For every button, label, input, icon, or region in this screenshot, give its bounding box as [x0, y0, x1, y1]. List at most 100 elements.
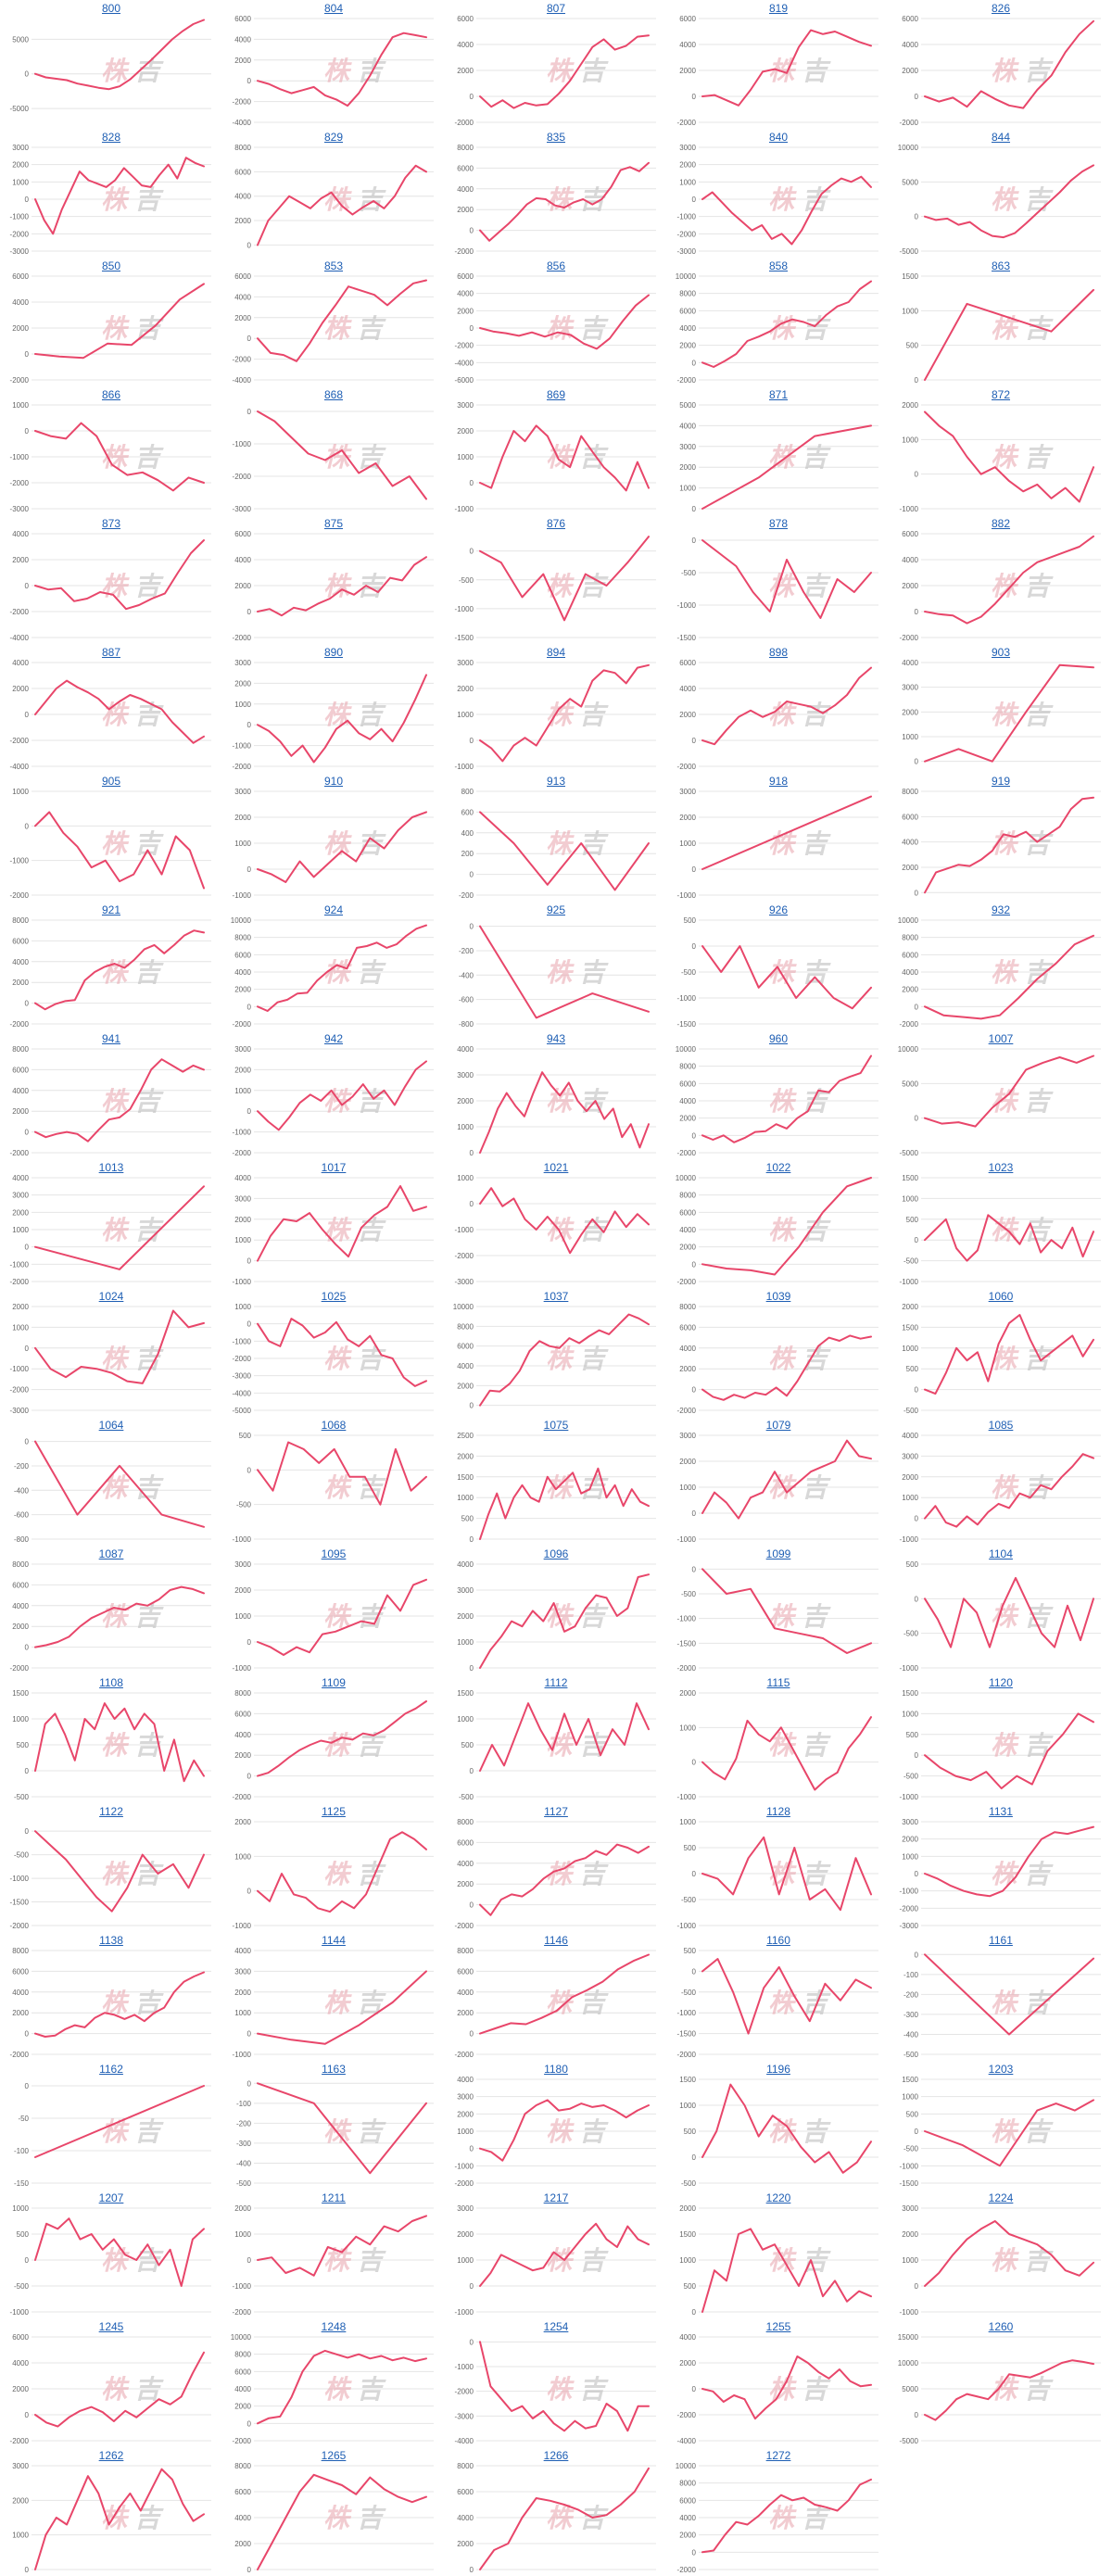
chart-title-link[interactable]: 1120 [989, 1676, 1013, 1689]
chart-title-link[interactable]: 863 [991, 259, 1011, 272]
chart-title-link[interactable]: 1180 [544, 2063, 568, 2076]
chart-title-link[interactable]: 960 [768, 1032, 789, 1045]
chart-title-link[interactable]: 1163 [322, 2063, 346, 2076]
chart-title-link[interactable]: 876 [546, 517, 566, 530]
chart-title-link[interactable]: 926 [768, 903, 789, 916]
chart-title-link[interactable]: 1128 [766, 1805, 790, 1818]
chart-title-link[interactable]: 1017 [321, 1161, 347, 1174]
chart-title-link[interactable]: 1079 [765, 1419, 791, 1432]
chart-title-link[interactable]: 898 [768, 646, 789, 659]
chart-title-link[interactable]: 828 [101, 131, 121, 144]
chart-title-link[interactable]: 875 [323, 517, 344, 530]
chart-title-link[interactable]: 894 [546, 646, 566, 659]
chart-title-link[interactable]: 1023 [988, 1161, 1014, 1174]
chart-title-link[interactable]: 1254 [543, 2320, 569, 2333]
chart-title-link[interactable]: 919 [991, 775, 1011, 788]
chart-title-link[interactable]: 1162 [99, 2063, 123, 2076]
chart-title-link[interactable]: 1064 [98, 1419, 124, 1432]
chart-title-link[interactable]: 905 [101, 775, 121, 788]
chart-title-link[interactable]: 943 [546, 1032, 566, 1045]
chart-title-link[interactable]: 924 [323, 903, 344, 916]
chart-title-link[interactable]: 903 [991, 646, 1011, 659]
chart-title-link[interactable]: 887 [101, 646, 121, 659]
chart-title-link[interactable]: 1108 [99, 1676, 123, 1689]
chart-title-link[interactable]: 835 [546, 131, 566, 144]
chart-title-link[interactable]: 1022 [765, 1161, 791, 1174]
chart-title-link[interactable]: 1161 [989, 1934, 1013, 1947]
chart-title-link[interactable]: 853 [323, 259, 344, 272]
chart-title-link[interactable]: 807 [546, 2, 566, 15]
chart-title-link[interactable]: 1220 [765, 2191, 791, 2204]
chart-title-link[interactable]: 878 [768, 517, 789, 530]
chart-title-link[interactable]: 1115 [766, 1676, 790, 1689]
chart-title-link[interactable]: 1109 [322, 1676, 346, 1689]
chart-title-link[interactable]: 1127 [544, 1805, 568, 1818]
chart-title-link[interactable]: 1207 [98, 2191, 124, 2204]
chart-title-link[interactable]: 1265 [321, 2449, 347, 2462]
chart-title-link[interactable]: 1203 [988, 2063, 1014, 2076]
chart-title-link[interactable]: 1245 [98, 2320, 124, 2333]
chart-title-link[interactable]: 844 [991, 131, 1011, 144]
chart-title-link[interactable]: 826 [991, 2, 1011, 15]
chart-title-link[interactable]: 1085 [988, 1419, 1014, 1432]
chart-title-link[interactable]: 1266 [543, 2449, 569, 2462]
chart-title-link[interactable]: 868 [323, 388, 344, 401]
chart-title-link[interactable]: 1087 [98, 1547, 124, 1560]
chart-title-link[interactable]: 800 [101, 2, 121, 15]
chart-title-link[interactable]: 804 [323, 2, 344, 15]
chart-title-link[interactable]: 871 [768, 388, 789, 401]
chart-title-link[interactable]: 1196 [766, 2063, 790, 2076]
chart-title-link[interactable]: 1217 [543, 2191, 569, 2204]
chart-title-link[interactable]: 921 [101, 903, 121, 916]
chart-title-link[interactable]: 910 [323, 775, 344, 788]
chart-title-link[interactable]: 932 [991, 903, 1011, 916]
chart-title-link[interactable]: 941 [101, 1032, 121, 1045]
chart-title-link[interactable]: 1037 [543, 1290, 569, 1303]
chart-title-link[interactable]: 1260 [988, 2320, 1014, 2333]
chart-title-link[interactable]: 1104 [989, 1547, 1013, 1560]
chart-title-link[interactable]: 1099 [765, 1547, 791, 1560]
chart-title-link[interactable]: 1025 [321, 1290, 347, 1303]
chart-title-link[interactable]: 840 [768, 131, 789, 144]
chart-title-link[interactable]: 1112 [544, 1676, 568, 1689]
chart-title-link[interactable]: 1248 [321, 2320, 347, 2333]
chart-title-link[interactable]: 1075 [543, 1419, 569, 1432]
chart-title-link[interactable]: 829 [323, 131, 344, 144]
chart-title-link[interactable]: 1144 [322, 1934, 346, 1947]
chart-title-link[interactable]: 1007 [988, 1032, 1014, 1045]
chart-title-link[interactable]: 819 [768, 2, 789, 15]
chart-title-link[interactable]: 882 [991, 517, 1011, 530]
chart-title-link[interactable]: 1024 [98, 1290, 124, 1303]
chart-title-link[interactable]: 1125 [322, 1805, 346, 1818]
chart-title-link[interactable]: 1160 [766, 1934, 790, 1947]
chart-title-link[interactable]: 1272 [765, 2449, 791, 2462]
chart-title-link[interactable]: 890 [323, 646, 344, 659]
chart-title-link[interactable]: 850 [101, 259, 121, 272]
chart-title-link[interactable]: 1013 [98, 1161, 124, 1174]
chart-title-link[interactable]: 1146 [544, 1934, 568, 1947]
chart-title-link[interactable]: 1021 [543, 1161, 569, 1174]
chart-title-link[interactable]: 1060 [988, 1290, 1014, 1303]
chart-title-link[interactable]: 1138 [99, 1934, 123, 1947]
chart-title-link[interactable]: 1224 [988, 2191, 1014, 2204]
chart-title-link[interactable]: 1255 [765, 2320, 791, 2333]
chart-title-link[interactable]: 869 [546, 388, 566, 401]
chart-title-link[interactable]: 872 [991, 388, 1011, 401]
chart-title-link[interactable]: 1122 [99, 1805, 123, 1818]
chart-title-link[interactable]: 942 [323, 1032, 344, 1045]
chart-title-link[interactable]: 858 [768, 259, 789, 272]
chart-title-link[interactable]: 1095 [321, 1547, 347, 1560]
chart-title-link[interactable]: 918 [768, 775, 789, 788]
chart-title-link[interactable]: 1039 [765, 1290, 791, 1303]
chart-title-link[interactable]: 856 [546, 259, 566, 272]
chart-title-link[interactable]: 873 [101, 517, 121, 530]
chart-title-link[interactable]: 1262 [98, 2449, 124, 2462]
chart-title-link[interactable]: 913 [546, 775, 566, 788]
chart-title-link[interactable]: 1096 [543, 1547, 569, 1560]
chart-title-link[interactable]: 1211 [322, 2191, 346, 2204]
chart-title-link[interactable]: 1068 [321, 1419, 347, 1432]
y-tick-label: 0 [692, 1509, 697, 1518]
chart-title-link[interactable]: 1131 [989, 1805, 1013, 1818]
chart-title-link[interactable]: 925 [546, 903, 566, 916]
chart-title-link[interactable]: 866 [101, 388, 121, 401]
